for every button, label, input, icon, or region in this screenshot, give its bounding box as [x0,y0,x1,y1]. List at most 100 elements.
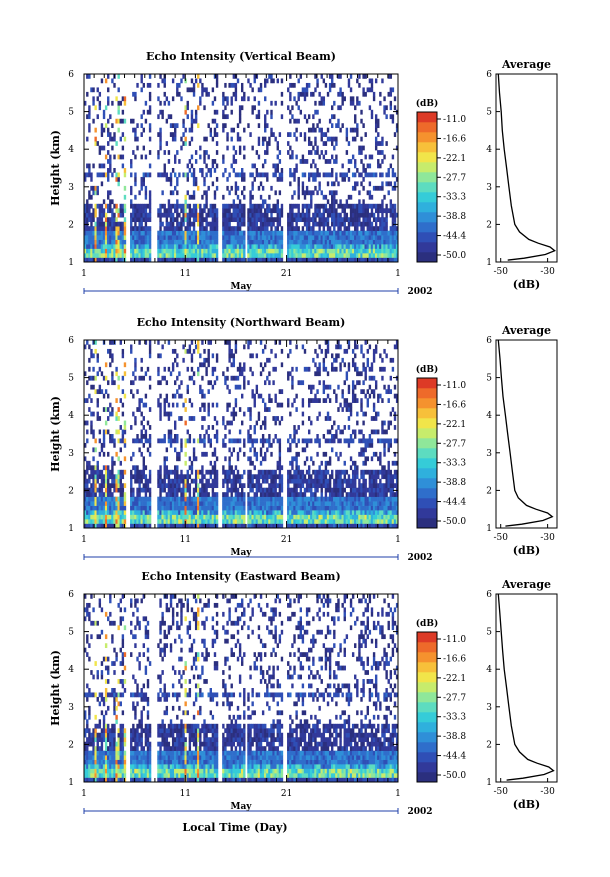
heatmap-cell [316,239,319,245]
heatmap-cell [182,402,185,408]
heatmap-cell [305,203,309,209]
heatmap-cell [180,505,183,511]
heatmap-cell [272,505,275,511]
heatmap-cell [243,514,246,520]
heatmap-cell [136,501,139,506]
heatmap-cell [207,253,210,258]
heatmap-cell [167,114,171,120]
colorbar-swatch [417,232,437,243]
heatmap-cell [121,523,125,529]
heatmap-cell [301,230,305,236]
heatmap-cell [301,235,305,240]
heatmap-cell [381,150,384,155]
heatmap-cell [109,226,112,231]
heatmap-cell [88,253,91,258]
heatmap-cell [92,465,95,471]
heatmap-cell [303,348,307,354]
heatmap-cell [171,221,175,227]
heatmap-cell [205,235,208,240]
heatmap-cell [278,208,282,214]
heatmap-cell [385,248,388,254]
heatmap-cell [253,402,256,408]
heatmap-cell [90,411,93,417]
heatmap-cell [205,510,208,515]
heatmap-cell [209,212,212,218]
heatmap-cell [264,257,267,263]
heatmap-cell [207,353,210,359]
heatmap-cell [92,253,95,258]
heatmap-cell [186,523,189,529]
heatmap-cell [138,519,141,524]
heatmap-cell [167,248,171,254]
heatmap-cell [109,348,112,354]
heatmap-cell [307,469,311,475]
heatmap-cell [261,248,265,254]
heatmap-cell [138,510,141,515]
heatmap-cell [121,154,125,160]
heatmap-cell [174,505,177,511]
heatmap-cell [88,492,91,497]
heatmap-cell [96,402,99,408]
heatmap-cell [117,253,120,258]
heatmap-cell [347,78,351,84]
heatmap-cell [121,118,125,124]
heatmap-cell [305,442,309,448]
heatmap-cell [165,141,169,146]
heatmap-cell [92,510,95,515]
heatmap-cell [374,78,378,84]
heatmap-cell [307,226,311,231]
heatmap-cell [243,96,246,102]
heatmap-cell [377,253,380,258]
heatmap-cell [232,447,236,453]
heatmap-cell [268,239,271,245]
heatmap-cell [188,194,192,200]
heatmap-cell [351,154,355,160]
heatmap-cell [320,496,323,502]
heatmap-cell [205,199,208,205]
heatmap-cell [199,244,202,249]
heatmap-cell [264,136,267,142]
heatmap-cell [364,212,367,218]
heatmap-cell [209,221,212,227]
heatmap-cell [215,235,219,240]
heatmap-cell [318,100,321,106]
heatmap-cell [180,492,183,497]
heatmap-cell [98,244,102,249]
heatmap-cell [316,248,319,254]
heatmap-cell [140,230,143,236]
heatmap-cell [109,438,112,444]
heatmap-cell [328,474,332,480]
heatmap-cell [389,87,393,93]
heatmap-cell [213,239,217,245]
heatmap-cell [109,244,112,249]
heatmap-cell [316,434,319,439]
heatmap-cell [270,226,273,231]
heatmap-cell [307,127,311,133]
heatmap-cell [381,239,384,245]
heatmap-cell [86,469,89,475]
heatmap-cell [349,159,353,164]
heatmap-cell [123,519,127,524]
heatmap-cell [115,217,118,223]
heatmap-cell [201,248,204,254]
heatmap-cell [136,514,139,520]
heatmap-cell [261,226,265,231]
heatmap-cell [293,478,296,484]
heatmap-cell [107,248,110,254]
heatmap-cell [264,78,267,84]
heatmap-cell [236,132,240,137]
heatmap-cell [186,239,189,245]
heatmap-cell [111,438,114,444]
heatmap-cell [178,203,181,209]
heatmap-cell [253,501,256,506]
heatmap-cell [98,208,102,214]
heatmap-cell [161,203,164,209]
heatmap-cell [144,253,148,258]
heatmap-cell [303,438,307,444]
heatmap-cell [121,505,125,511]
heatmap-cell [123,456,127,462]
heatmap-cell [165,492,169,497]
heatmap-cell [230,185,233,191]
heatmap-cell [136,239,139,245]
heatmap-cell [322,501,326,506]
